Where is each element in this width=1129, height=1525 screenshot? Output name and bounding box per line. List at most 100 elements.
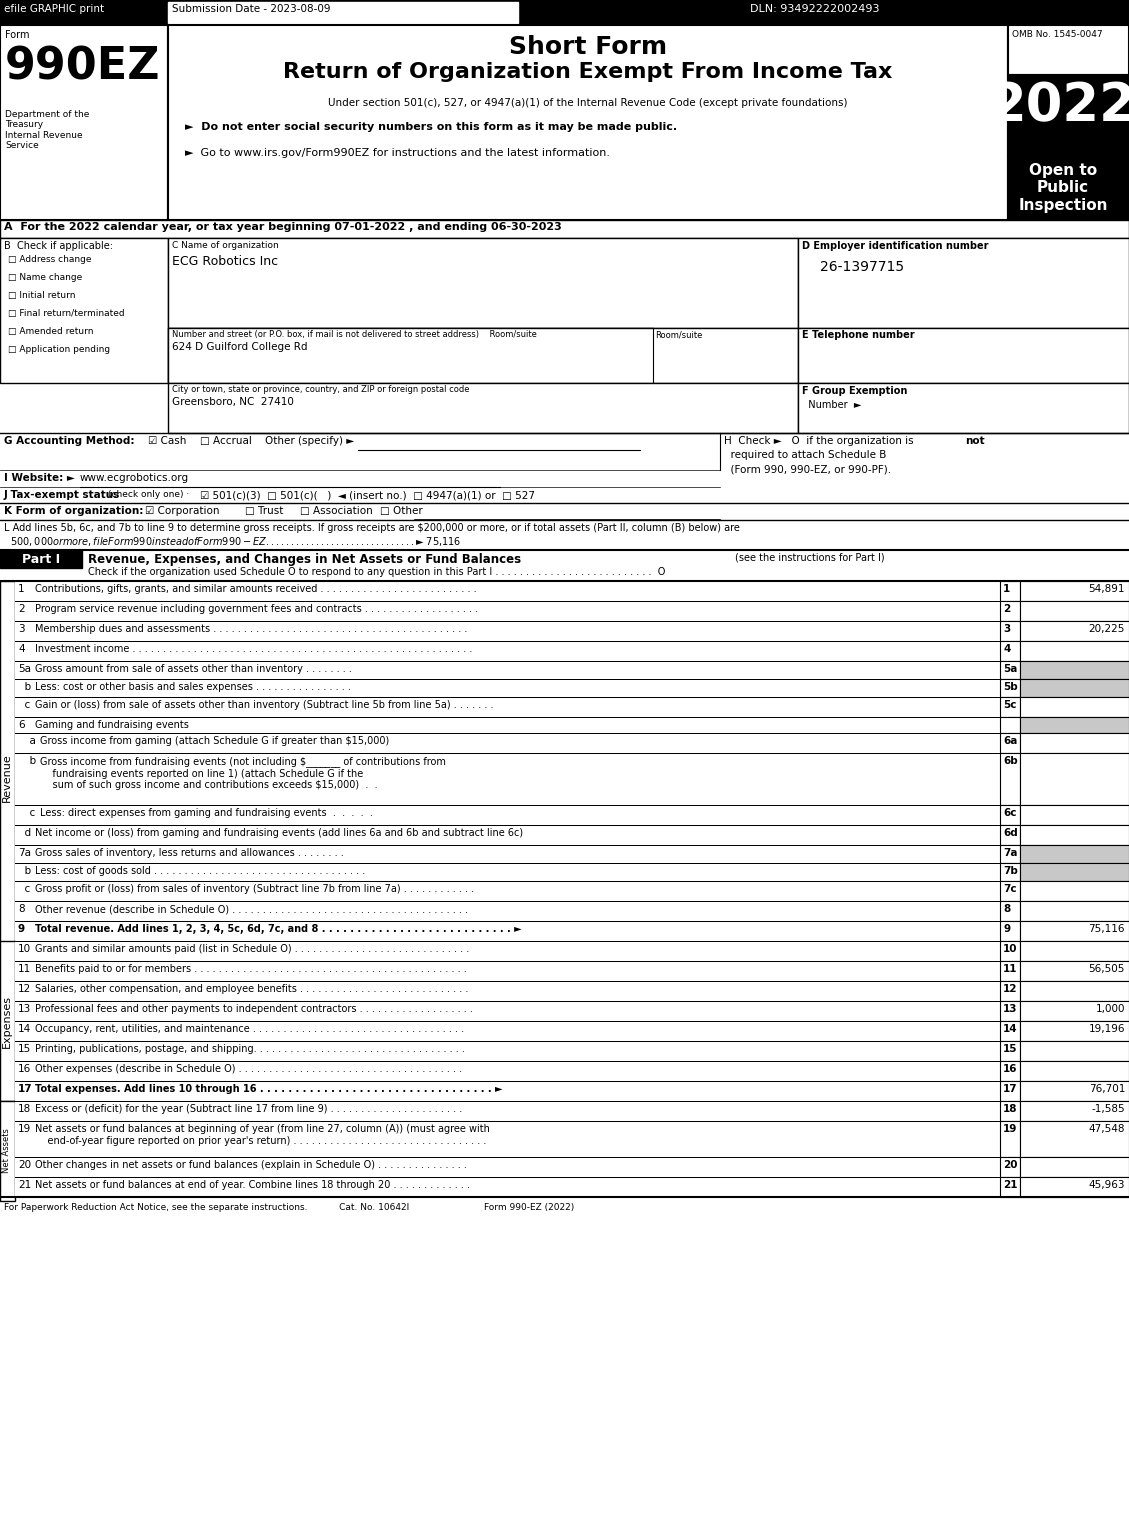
- Text: efile GRAPHIC print: efile GRAPHIC print: [5, 5, 104, 14]
- Text: □ Amended return: □ Amended return: [8, 326, 94, 336]
- Bar: [1000, 1081, 1019, 1101]
- Text: □ Name change: □ Name change: [8, 273, 82, 282]
- Text: Total revenue. Add lines 1, 2, 3, 4, 5c, 6d, 7c, and 8 . . . . . . . . . . . . .: Total revenue. Add lines 1, 2, 3, 4, 5c,…: [35, 924, 522, 933]
- Text: b: b: [18, 682, 32, 692]
- Text: 1,000: 1,000: [1095, 1003, 1124, 1014]
- Bar: [1019, 601, 1129, 621]
- Text: Grants and similar amounts paid (list in Schedule O) . . . . . . . . . . . . . .: Grants and similar amounts paid (list in…: [35, 944, 470, 955]
- Text: Under section 501(c), 527, or 4947(a)(1) of the Internal Revenue Code (except pr: Under section 501(c), 527, or 4947(a)(1)…: [329, 98, 848, 108]
- Text: 19: 19: [18, 1124, 32, 1135]
- Text: □ Other: □ Other: [380, 506, 422, 515]
- Text: ☑ Cash: ☑ Cash: [148, 436, 186, 445]
- Bar: [1000, 1042, 1019, 1061]
- Text: Other (specify) ►: Other (specify) ►: [265, 436, 355, 445]
- Text: c: c: [18, 700, 30, 711]
- Text: 16: 16: [18, 1064, 32, 1074]
- Text: □ Accrual: □ Accrual: [200, 436, 252, 445]
- Bar: [1000, 1022, 1019, 1042]
- Text: Room/suite: Room/suite: [655, 329, 702, 339]
- Text: Revenue: Revenue: [2, 753, 12, 802]
- Text: 7c: 7c: [1003, 884, 1016, 894]
- Text: Expenses: Expenses: [2, 994, 12, 1048]
- Text: 6c: 6c: [1003, 808, 1016, 817]
- Bar: [1000, 805, 1019, 825]
- Bar: [1019, 581, 1129, 601]
- Text: Less: cost of goods sold . . . . . . . . . . . . . . . . . . . . . . . . . . . .: Less: cost of goods sold . . . . . . . .…: [35, 866, 366, 875]
- Text: Gross sales of inventory, less returns and allowances . . . . . . . .: Gross sales of inventory, less returns a…: [35, 848, 343, 859]
- Text: Net income or (loss) from gaming and fundraising events (add lines 6a and 6b and: Net income or (loss) from gaming and fun…: [35, 828, 523, 839]
- Text: www.ecgrobotics.org: www.ecgrobotics.org: [80, 473, 190, 483]
- Text: Program service revenue including government fees and contracts . . . . . . . . : Program service revenue including govern…: [35, 604, 478, 615]
- Text: □ Final return/terminated: □ Final return/terminated: [8, 310, 124, 319]
- Text: 12: 12: [1003, 984, 1017, 994]
- Text: (see the instructions for Part I): (see the instructions for Part I): [735, 554, 885, 563]
- Text: □ Association: □ Association: [300, 506, 373, 515]
- Bar: [1000, 717, 1019, 734]
- Bar: [0, 1101, 15, 1202]
- Bar: [1000, 734, 1019, 753]
- Text: Revenue, Expenses, and Changes in Net Assets or Fund Balances: Revenue, Expenses, and Changes in Net As…: [88, 554, 522, 566]
- Text: H  Check ►   O  if the organization is: H Check ► O if the organization is: [724, 436, 917, 445]
- Text: 2: 2: [1003, 604, 1010, 615]
- Text: 19,196: 19,196: [1088, 1023, 1124, 1034]
- Text: Membership dues and assessments . . . . . . . . . . . . . . . . . . . . . . . . : Membership dues and assessments . . . . …: [35, 624, 467, 634]
- Bar: [1000, 863, 1019, 881]
- Text: E Telephone number: E Telephone number: [802, 329, 914, 340]
- Text: Net assets or fund balances at end of year. Combine lines 18 through 20 . . . . : Net assets or fund balances at end of ye…: [35, 1180, 470, 1190]
- Text: Less: cost or other basis and sales expenses . . . . . . . . . . . . . . . .: Less: cost or other basis and sales expe…: [35, 682, 351, 692]
- Text: 54,891: 54,891: [1088, 584, 1124, 595]
- Text: 10: 10: [1003, 944, 1017, 955]
- Text: 8: 8: [18, 904, 25, 913]
- Bar: [1019, 1101, 1129, 1121]
- Text: c: c: [18, 884, 30, 894]
- Bar: [1000, 845, 1019, 863]
- Text: 990EZ: 990EZ: [5, 46, 160, 88]
- Text: 16: 16: [1003, 1064, 1017, 1074]
- Bar: [168, 328, 798, 383]
- Text: Printing, publications, postage, and shipping. . . . . . . . . . . . . . . . . .: Printing, publications, postage, and shi…: [35, 1045, 465, 1054]
- Text: 1: 1: [18, 584, 25, 595]
- Bar: [15, 1022, 1000, 1042]
- Text: 20,225: 20,225: [1088, 624, 1124, 634]
- Text: J Tax-exempt status: J Tax-exempt status: [5, 490, 124, 500]
- Text: □ Address change: □ Address change: [8, 255, 91, 264]
- Bar: [1019, 1061, 1129, 1081]
- Bar: [1019, 660, 1129, 679]
- Text: □ Trust: □ Trust: [245, 506, 283, 515]
- Text: 18: 18: [18, 1104, 32, 1113]
- Text: Gross amount from sale of assets other than inventory . . . . . . . .: Gross amount from sale of assets other t…: [35, 663, 352, 674]
- Text: 624 D Guilford College Rd: 624 D Guilford College Rd: [172, 342, 307, 352]
- Bar: [0, 581, 15, 976]
- Text: (Form 990, 990-EZ, or 990-PF).: (Form 990, 990-EZ, or 990-PF).: [724, 464, 891, 474]
- Text: Short Form: Short Form: [509, 35, 667, 59]
- Bar: [1019, 1177, 1129, 1197]
- Text: 11: 11: [1003, 964, 1017, 974]
- Text: 8: 8: [1003, 904, 1010, 913]
- Text: 20: 20: [18, 1161, 32, 1170]
- Bar: [1019, 805, 1129, 825]
- Bar: [1019, 845, 1129, 863]
- Bar: [1019, 863, 1129, 881]
- Text: Check if the organization used Schedule O to respond to any question in this Par: Check if the organization used Schedule …: [88, 567, 665, 576]
- Text: d: d: [18, 828, 32, 839]
- Bar: [0, 220, 1129, 238]
- Text: 6a: 6a: [1003, 737, 1017, 746]
- Text: 2022: 2022: [989, 79, 1129, 133]
- Bar: [15, 901, 1000, 921]
- Text: b: b: [23, 756, 36, 766]
- Bar: [1019, 1121, 1129, 1157]
- Bar: [15, 921, 1000, 941]
- Bar: [1000, 921, 1019, 941]
- Bar: [1019, 717, 1129, 734]
- Bar: [1019, 901, 1129, 921]
- Bar: [1019, 1081, 1129, 1101]
- Text: 45,963: 45,963: [1088, 1180, 1124, 1190]
- Text: Contributions, gifts, grants, and similar amounts received . . . . . . . . . . .: Contributions, gifts, grants, and simila…: [35, 584, 476, 595]
- Text: I Website: ►: I Website: ►: [5, 473, 79, 483]
- Bar: [1000, 1177, 1019, 1197]
- Text: □ Application pending: □ Application pending: [8, 345, 111, 354]
- Text: F Group Exemption: F Group Exemption: [802, 386, 908, 396]
- Bar: [1000, 881, 1019, 901]
- Bar: [168, 328, 653, 383]
- Bar: [15, 961, 1000, 981]
